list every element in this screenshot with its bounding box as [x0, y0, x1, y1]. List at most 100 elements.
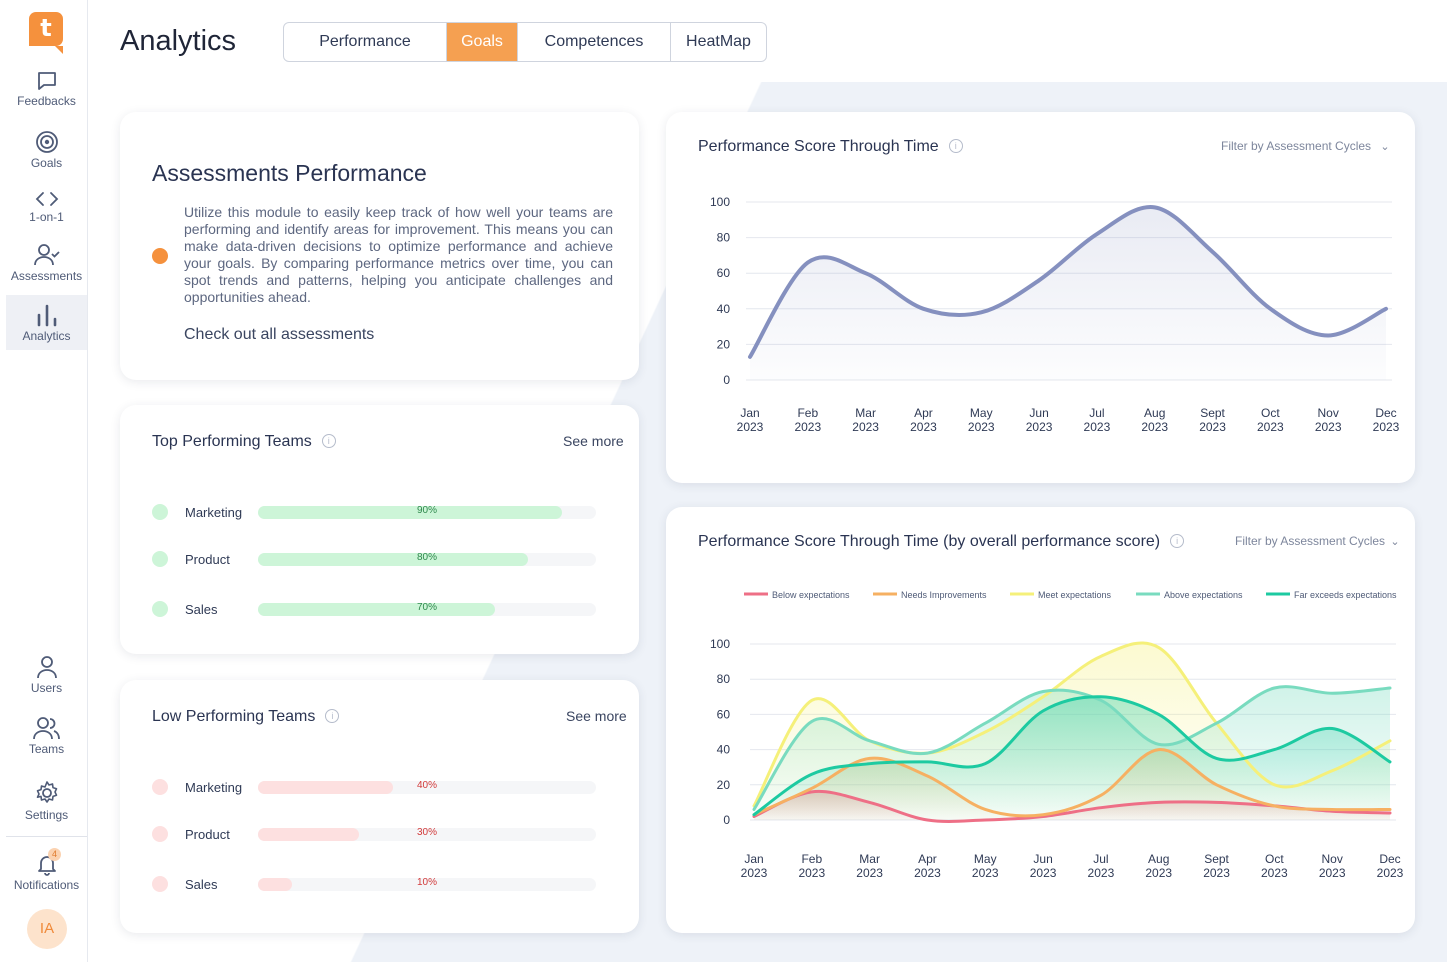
progress-label: 80% — [417, 552, 438, 563]
sidebar-item-analytics[interactable]: Analytics — [6, 295, 87, 350]
list-item: Product 80% — [152, 549, 596, 569]
y-tick-label: 0 — [723, 813, 730, 827]
series-area — [754, 696, 1390, 820]
filter-label: Filter by Assessment Cycles — [1221, 139, 1372, 153]
user-check-icon — [33, 244, 60, 266]
chevron-down-icon: ⌄ — [1390, 536, 1400, 548]
info-icon[interactable]: i — [325, 709, 340, 723]
header: Analytics Performance Goals Competences … — [88, 0, 1447, 82]
users-icon — [32, 717, 60, 740]
performance-chart-card: 100 80 60 40 20 0 Jan 2023 Feb 2023 Mar 2023 Apr 2023… — [666, 112, 1415, 483]
team-name: Product — [185, 827, 230, 842]
sidebar-item-goals[interactable]: Goals — [6, 130, 87, 170]
x-tick-label: Jan 2023 — [741, 852, 768, 880]
avatar[interactable]: IA — [27, 909, 67, 949]
x-tick-label: Aug 2023 — [1145, 852, 1172, 880]
list-item: Marketing 90% — [152, 502, 596, 522]
info-icon[interactable]: i — [948, 139, 963, 153]
x-tick-label: Feb 2023 — [798, 852, 825, 880]
series-line — [752, 748, 1392, 818]
y-tick-label: 60 — [717, 707, 731, 721]
top-teams-card: Top Performing Teams i See more Marketing… — [120, 405, 639, 654]
sidebar-item-assessments[interactable]: Assessments — [6, 243, 87, 283]
top-teams-title: Top Performing Teams i — [152, 433, 336, 451]
sidebar-item-notifications[interactable]: Notifications — [6, 852, 87, 894]
series-line — [752, 695, 1392, 817]
x-tick-label: Oct 2023 — [1261, 852, 1288, 880]
tab-performance[interactable]: Performance — [284, 23, 447, 61]
progress-bar — [258, 506, 596, 519]
performance-line-chart: 100 80 60 40 20 0 Jan 2023 Feb 2023 Mar 2023 Apr 2023… — [710, 195, 1400, 434]
page-title: Analytics — [120, 25, 237, 57]
series-line — [752, 641, 1392, 808]
progress-label: 40% — [417, 780, 438, 791]
sidebar-item-label: Settings — [24, 808, 69, 822]
progress-bar — [258, 603, 596, 616]
progress-label: 10% — [417, 877, 438, 888]
x-tick-label: Nov 2023 — [1315, 406, 1342, 434]
sidebar-item-label: Feedbacks — [17, 94, 76, 108]
top-teams-see-more[interactable]: See more — [563, 433, 624, 449]
sidebar-item-1on1[interactable]: 1-on-1 — [6, 190, 87, 224]
legend-label: Needs Improvements — [901, 590, 987, 600]
sidebar-item-label: Assessments — [10, 269, 83, 283]
team-dot — [152, 504, 168, 520]
sidebar-item-label: Analytics — [22, 329, 71, 343]
tab-heatmap[interactable]: HeatMap — [686, 33, 751, 50]
x-tick-label: Dec 2023 — [1373, 406, 1400, 434]
filter-dropdown[interactable]: Filter by Assessment Cycles ⌄ — [1235, 534, 1400, 548]
x-tick-label: Feb 2023 — [794, 406, 821, 434]
x-tick-label: Apr 2023 — [914, 852, 941, 880]
progress-fill — [258, 553, 529, 566]
sidebar-item-feedbacks[interactable]: Feedbacks — [6, 70, 87, 110]
team-dot — [152, 779, 168, 795]
legend-label: Below expectations — [772, 590, 850, 600]
low-teams-title: Low Performing Teams i — [152, 708, 340, 726]
message-icon — [37, 72, 56, 90]
x-tick-label: May 2023 — [968, 406, 995, 434]
legend-label: Above expectations — [1164, 590, 1243, 600]
legend-label: Meet expectations — [1038, 590, 1112, 600]
info-icon[interactable]: i — [321, 434, 336, 448]
x-tick-label: Dec 2023 — [1377, 852, 1404, 880]
low-teams-see-more[interactable]: See more — [566, 708, 627, 724]
series-area — [750, 207, 1386, 380]
sidebar-item-users[interactable]: Users — [6, 655, 87, 695]
app-logo[interactable]: t — [29, 12, 63, 54]
list-item: Sales 70% — [152, 599, 596, 619]
x-tick-label: Nov 2023 — [1319, 852, 1346, 880]
top-teams-title-text: Top Performing Teams — [152, 433, 312, 450]
list-item: Sales 10% — [152, 874, 596, 894]
y-tick-label: 40 — [717, 743, 731, 757]
tab-competences[interactable]: Competences — [518, 23, 671, 61]
sidebar-item-settings[interactable]: Settings — [6, 780, 87, 822]
target-icon — [35, 131, 58, 153]
sidebar-item-teams[interactable]: Teams — [6, 716, 87, 756]
x-tick-label: May 2023 — [972, 852, 999, 880]
sidebar-item-label: Goals — [30, 156, 63, 170]
overall-score-area-chart: 100 80 60 40 20 0 Jan 2023 Feb 2023 Mar 2023 Apr 2023… — [710, 590, 1404, 880]
y-tick-label: 60 — [717, 266, 731, 280]
low-teams-title-text: Low Performing Teams — [152, 708, 316, 725]
check-assessments-link[interactable]: Check out all assessments — [184, 326, 375, 343]
chart-title-text: Performance Score Through Time (by overa… — [698, 533, 1161, 550]
team-name: Marketing — [185, 505, 243, 520]
legend-label: Far exceeds expectations — [1294, 590, 1397, 600]
x-tick-label: Aug 2023 — [1141, 406, 1168, 434]
low-teams-card: Low Performing Teams i See more Marketing… — [120, 680, 639, 933]
series-line — [752, 685, 1392, 811]
progress-label: 30% — [417, 827, 438, 838]
y-tick-label: 40 — [717, 302, 731, 316]
x-tick-label: Jun 2023 — [1030, 852, 1057, 880]
chart-title: Performance Score Through Time i — [698, 138, 963, 156]
notification-badge: 4 — [48, 848, 61, 861]
progress-fill — [258, 781, 394, 794]
info-icon[interactable]: i — [1170, 534, 1185, 548]
status-dot — [152, 248, 168, 264]
y-tick-label: 20 — [717, 778, 731, 792]
team-dot — [152, 601, 168, 617]
sidebar-item-label: Users — [30, 681, 63, 695]
filter-dropdown[interactable]: Filter by Assessment Cycles ⌄ — [1221, 139, 1390, 153]
tab-goals[interactable]: Goals — [447, 23, 518, 61]
progress-fill — [258, 828, 360, 841]
